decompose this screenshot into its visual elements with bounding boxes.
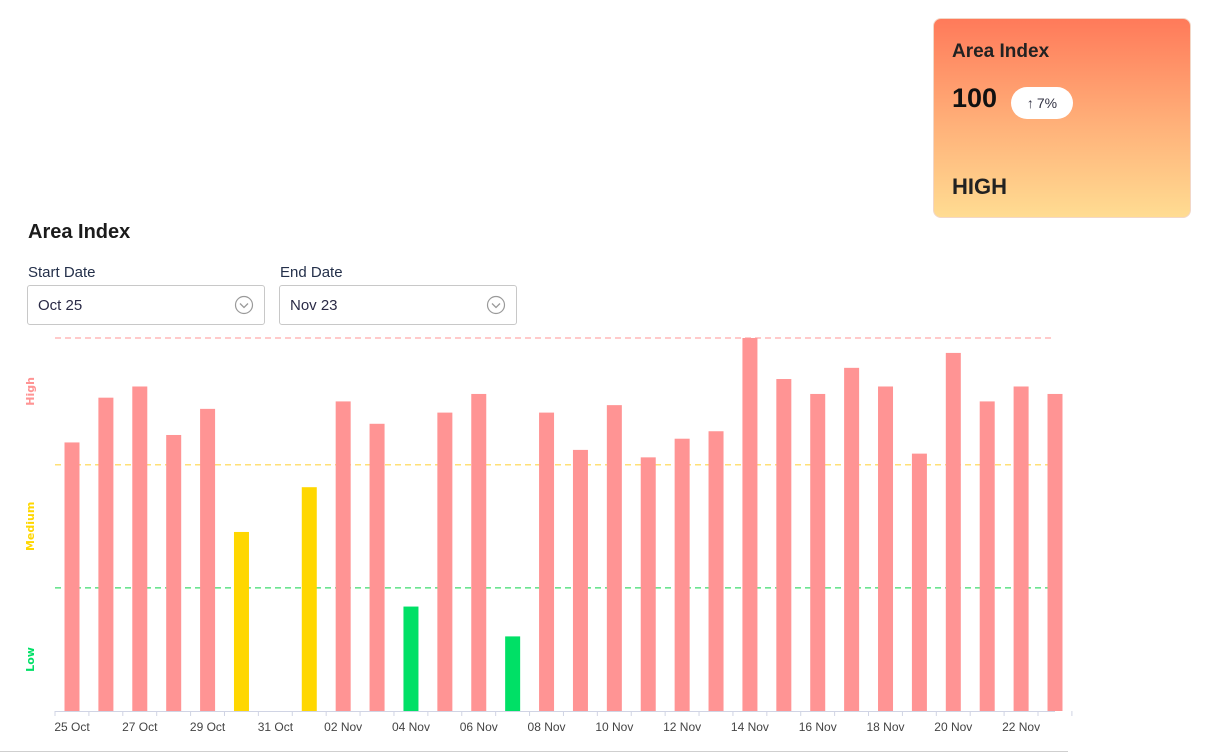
bar [369, 423, 385, 711]
bar [674, 438, 690, 711]
x-tick-label: 27 Oct [122, 720, 158, 734]
card-level: HIGH [952, 174, 1007, 199]
x-tick-label: 18 Nov [867, 720, 905, 734]
bar [708, 431, 724, 711]
band-label: Medium [24, 502, 37, 551]
arrow-up-icon: ↑ [1026, 95, 1034, 111]
x-tick-label: 31 Oct [258, 720, 294, 734]
chevron-down-circle-icon [234, 295, 254, 315]
start-date-label: Start Date [28, 264, 96, 281]
bar [742, 338, 758, 711]
bar [878, 386, 894, 711]
bar [810, 393, 826, 711]
end-date-label: End Date [280, 264, 343, 281]
bar [200, 408, 216, 711]
band-label: High [24, 377, 37, 406]
x-tick-label: 22 Nov [1002, 720, 1040, 734]
x-tick-label: 10 Nov [595, 720, 633, 734]
bar [335, 401, 351, 711]
x-tick-label: 04 Nov [392, 720, 430, 734]
card-title: Area Index [952, 41, 1050, 62]
x-tick-label: 14 Nov [731, 720, 769, 734]
bar [844, 367, 860, 711]
bar [301, 487, 317, 711]
bar [505, 636, 521, 711]
x-tick-label: 06 Nov [460, 720, 498, 734]
chevron-down-circle-icon [486, 295, 506, 315]
x-tick-label: 16 Nov [799, 720, 837, 734]
x-tick-label: 12 Nov [663, 720, 701, 734]
bar [403, 606, 419, 711]
bar [1047, 393, 1063, 711]
bar [64, 442, 80, 711]
bar [233, 531, 249, 711]
bar [98, 397, 114, 711]
section-title: Area Index [28, 221, 131, 243]
bar [572, 449, 588, 711]
bar [132, 386, 148, 711]
end-date-select[interactable]: Nov 23 [279, 285, 517, 325]
band-label: Low [24, 647, 37, 672]
change-badge: ↑ 7% [1011, 87, 1073, 119]
x-tick-label: 08 Nov [528, 720, 566, 734]
bar [471, 393, 487, 711]
x-tick-label: 29 Oct [190, 720, 226, 734]
bottom-divider [0, 751, 1068, 752]
x-tick-label: 25 Oct [54, 720, 90, 734]
bar [979, 401, 995, 711]
bar [945, 352, 961, 711]
bar [539, 412, 555, 711]
bar [911, 453, 927, 711]
start-date-select[interactable]: Oct 25 [27, 285, 265, 325]
change-percent: 7% [1036, 95, 1058, 111]
area-index-card: Area Index 100 ↑ 7% HIGH [933, 18, 1191, 218]
card-value: 100 [952, 83, 998, 113]
bar [640, 457, 656, 711]
x-tick-label: 02 Nov [324, 720, 362, 734]
bar [166, 434, 182, 711]
bar [776, 379, 792, 711]
bar [437, 412, 453, 711]
bar [606, 405, 622, 711]
bar [1013, 386, 1029, 711]
start-date-value: Oct 25 [38, 297, 83, 314]
area-index-chart: Low Medium High 25 Oct 27 Oct 29 Oct 31 Oct 02 … [24, 337, 1073, 734]
end-date-value: Nov 23 [290, 297, 338, 314]
x-tick-label: 20 Nov [934, 720, 972, 734]
